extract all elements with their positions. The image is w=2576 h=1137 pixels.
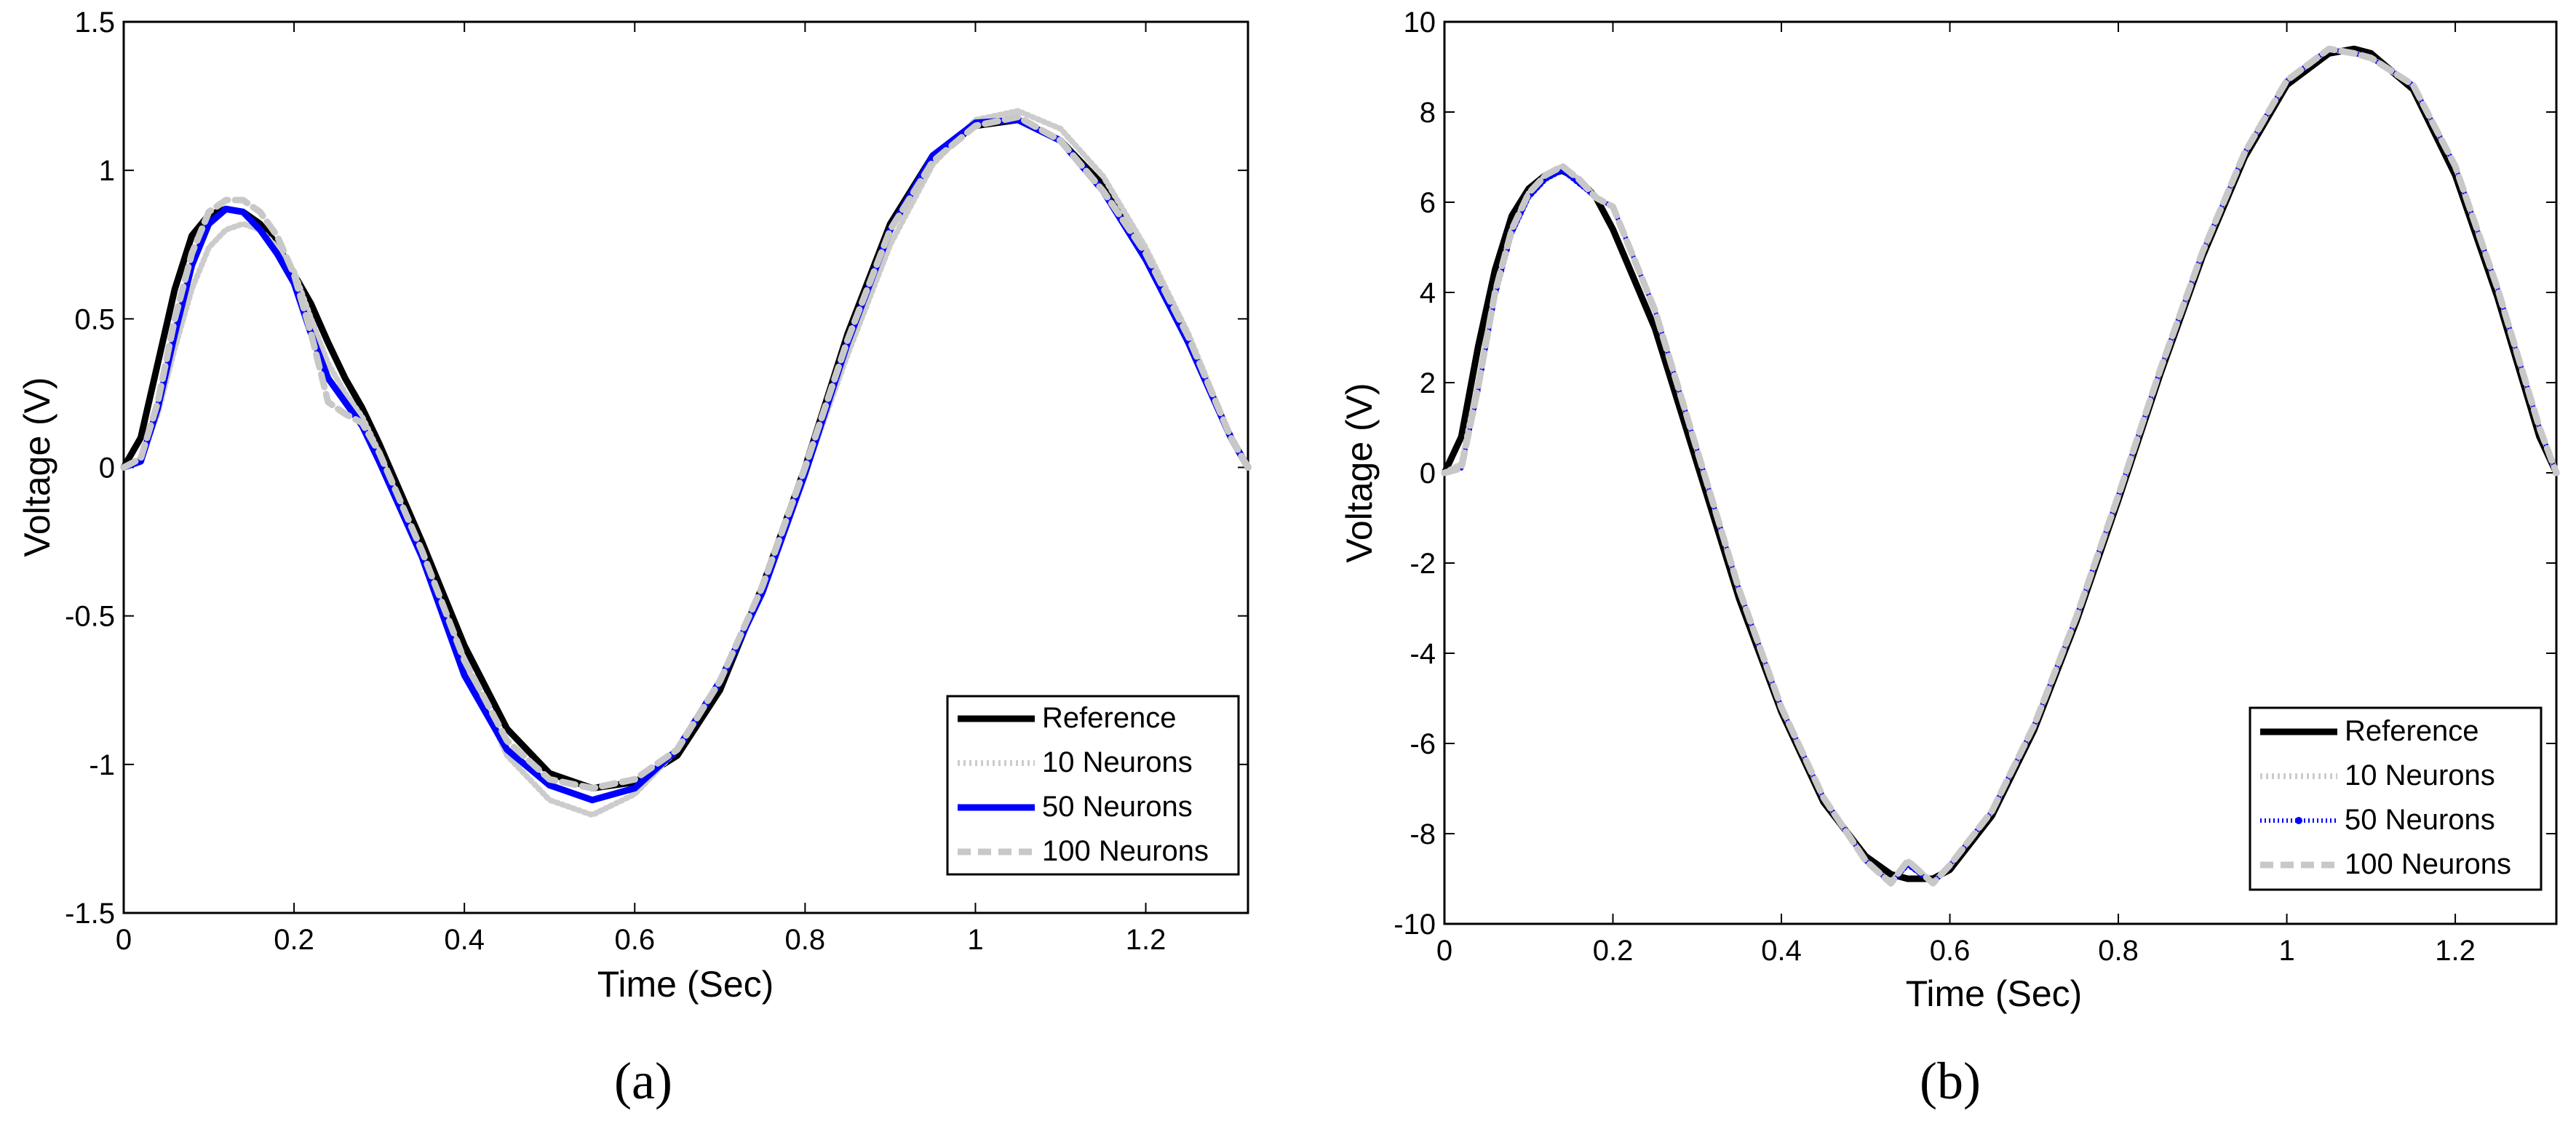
x-tick-label: 0.6 (614, 924, 655, 956)
x-tick-label: 0.8 (2098, 935, 2139, 967)
x-tick-label: 0.8 (785, 924, 826, 956)
legend-label: Reference (1042, 702, 1177, 734)
y-tick-label: -1.5 (65, 898, 115, 930)
axis-ticks-b: 0 0.2 0.4 0.6 0.8 1 1.2 -10 -8 -6 -4 -2 0 2 4 6 8 10 (1394, 7, 2556, 967)
y-tick-label: 1 (99, 155, 115, 187)
legend-marker (2295, 817, 2302, 824)
series-line-100-neurons (1441, 45, 2560, 887)
axis-ticks-a: 0 0.2 0.4 0.6 0.8 1 1.2 -1.5 -1 -0.5 0 0.5 1 1.5 (65, 7, 1248, 956)
legend-label: 10 Neurons (2345, 759, 2495, 791)
x-axis-label-b: Time (Sec) (1906, 973, 2083, 1014)
x-tick-label: 0.2 (1593, 935, 1634, 967)
legend-a: Reference 10 Neurons 50 Neurons 100 Neurons (946, 695, 1240, 876)
y-tick-label: 0 (99, 452, 115, 484)
series-layer-b (1441, 45, 2560, 887)
legend-b: Reference 10 Neurons 50 Neurons 100 Neurons (2249, 706, 2543, 891)
x-tick-label: 0.6 (1930, 935, 1971, 967)
panel-label-b: (b) (1920, 1052, 1981, 1110)
y-tick-label: -0.5 (65, 601, 115, 633)
y-axis-label-a: Voltage (V) (17, 377, 57, 556)
x-tick-label: 1 (2278, 935, 2294, 967)
y-tick-label: 0 (1420, 458, 1436, 490)
y-tick-label: -8 (1410, 818, 1436, 850)
x-tick-label: 0.4 (444, 924, 485, 956)
y-tick-label: -6 (1410, 728, 1436, 760)
chart-panel-b: 0 0.2 0.4 0.6 0.8 1 1.2 -10 -8 -6 -4 -2 0 2 4 6 8 10 Refe… (1339, 7, 2560, 1110)
legend-label: 50 Neurons (2345, 804, 2495, 836)
chart-panel-a: 0 0.2 0.4 0.6 0.8 1 1.2 -1.5 -1 -0.5 0 0.5 1 1.5 Refe… (17, 7, 1252, 1110)
series-line-10-neurons (121, 108, 1251, 818)
y-tick-label: 10 (1404, 7, 1436, 39)
y-tick-label: 2 (1420, 367, 1436, 399)
x-tick-label: 0 (1436, 935, 1452, 967)
legend-label: 10 Neurons (1042, 746, 1193, 778)
legend-label: Reference (2345, 715, 2479, 747)
x-tick-label: 0 (116, 924, 132, 956)
y-tick-label: -10 (1394, 909, 1436, 941)
y-tick-label: 8 (1420, 97, 1436, 129)
y-tick-label: -4 (1410, 638, 1436, 670)
x-tick-label: 1.2 (1126, 924, 1166, 956)
series-layer-a (120, 108, 1252, 818)
y-tick-label: -1 (89, 749, 115, 781)
x-tick-label: 0.2 (274, 924, 314, 956)
y-tick-label: 1.5 (74, 7, 115, 39)
legend-label: 100 Neurons (1042, 835, 1209, 867)
panel-label-a: (a) (614, 1052, 672, 1110)
legend-box-b (2249, 706, 2543, 891)
legend-label: 50 Neurons (1042, 791, 1193, 823)
y-axis-label-b: Voltage (V) (1339, 383, 1380, 562)
y-tick-label: 6 (1420, 187, 1436, 219)
x-tick-label: 1.2 (2435, 935, 2476, 967)
x-axis-label-a: Time (Sec) (597, 964, 774, 1005)
legend-label: 100 Neurons (2345, 848, 2511, 880)
y-tick-label: 0.5 (74, 303, 115, 335)
series-line-100-neurons (120, 113, 1252, 791)
y-tick-label: 4 (1420, 277, 1436, 309)
legend-box-a (946, 695, 1240, 876)
x-tick-label: 1 (967, 924, 983, 956)
x-tick-label: 0.4 (1761, 935, 1802, 967)
y-tick-label: -2 (1410, 548, 1436, 580)
